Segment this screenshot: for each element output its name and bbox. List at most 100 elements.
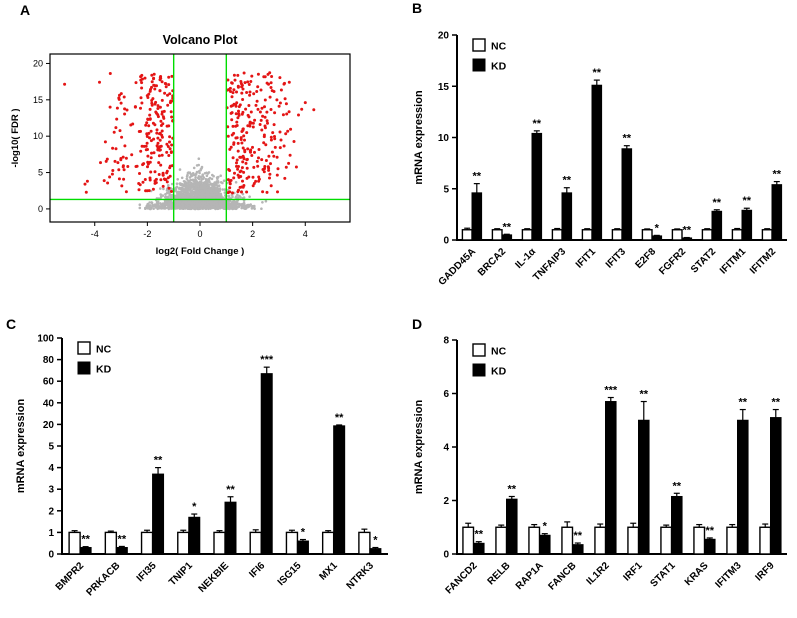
sig-point (122, 177, 126, 181)
sig-point (237, 188, 240, 192)
bar-kd-IFIT3 (621, 148, 633, 241)
ns-point (186, 179, 190, 182)
ns-point (186, 171, 190, 175)
sig-point (139, 96, 143, 100)
ns-point (203, 172, 207, 175)
sig-point (240, 166, 244, 170)
y-tick-label: 15 (33, 95, 43, 105)
ns-point (195, 187, 198, 191)
sig-point (113, 159, 117, 163)
sig-point (147, 131, 151, 135)
legend-label-nc: NC (491, 41, 507, 53)
sig-point (237, 112, 241, 116)
sig-point (263, 124, 267, 128)
sig-point (269, 138, 273, 142)
sig-point (115, 106, 119, 110)
sig-point (235, 136, 239, 140)
sig-point (234, 112, 238, 116)
ns-point (178, 168, 182, 171)
ns-point (186, 184, 190, 188)
sig-point (123, 144, 127, 148)
sig-point (265, 110, 269, 114)
sig-point (263, 98, 267, 102)
y-tick-label: 80 (43, 355, 55, 366)
sig-point (119, 92, 123, 96)
sig-point (231, 191, 234, 195)
ns-point (205, 194, 209, 198)
sig-point (160, 133, 164, 137)
sig-point (170, 143, 174, 147)
sig-point (281, 113, 285, 117)
sig-point (165, 142, 169, 146)
ns-point (198, 202, 202, 206)
significance-label: ** (226, 484, 235, 496)
sig-point (252, 92, 256, 96)
sig-point (236, 167, 240, 171)
ns-point (169, 207, 173, 210)
y-tick-label: 1 (48, 528, 54, 539)
ns-point (181, 206, 184, 209)
y-tick-label: 3 (48, 485, 54, 496)
sig-point (159, 76, 163, 80)
bar-kd-IL1R2 (605, 401, 617, 555)
sig-point (230, 81, 234, 85)
ns-point (215, 195, 218, 198)
sig-point (160, 153, 164, 157)
x-tick-label: 4 (303, 229, 308, 239)
sig-point (231, 124, 235, 128)
panel-d-bar-chart: 0 2 4 6 8 mRNA expression ** FANCD2 ** RELB * RAP1A… (413, 336, 787, 596)
bar-nc-BRCA2 (491, 229, 503, 241)
panel-a: A -4 -2 0 2 4 0 5 10 15 20 Volcano Plot log2( Fold … (0, 0, 400, 310)
ns-point (156, 207, 159, 211)
sig-point (250, 74, 254, 78)
ns-point (159, 187, 162, 190)
sig-point (272, 154, 276, 158)
sig-point (145, 121, 149, 125)
sig-point (267, 166, 271, 170)
category-label: STAT2 (689, 246, 718, 275)
ns-point (203, 205, 206, 209)
sig-point (251, 184, 255, 188)
ns-point (204, 186, 207, 189)
sig-point (251, 145, 254, 149)
category-label: IL-1α (513, 246, 538, 271)
bar-kd-IFI6 (260, 373, 273, 555)
sig-point (230, 95, 234, 99)
category-label: PRKACB (84, 560, 122, 598)
sig-point (168, 166, 172, 170)
ns-point (212, 187, 215, 190)
sig-point (270, 75, 274, 78)
ns-point (216, 177, 219, 180)
ns-point (242, 196, 246, 199)
sig-point (249, 110, 253, 114)
ns-point (175, 185, 179, 189)
ns-point (198, 171, 201, 175)
legend-swatch-nc (472, 343, 486, 357)
ns-point (206, 206, 209, 210)
sig-point (284, 165, 288, 169)
ns-point (181, 187, 184, 190)
sig-point (170, 99, 174, 103)
sig-point (275, 173, 279, 177)
sig-point (166, 176, 170, 180)
sig-point (159, 163, 163, 167)
significance-label: ** (118, 533, 127, 545)
sig-point (149, 139, 153, 143)
sig-point (273, 111, 277, 115)
sig-point (114, 147, 118, 151)
ns-point (191, 183, 194, 187)
sig-point (232, 102, 236, 106)
bar-nc-MX1 (321, 531, 335, 555)
bar-nc-IFI35 (140, 531, 154, 555)
panel-c: C 0 1 2 3 4 5 20 40 60 80 100 mRNA expression ** BMPR… (0, 310, 400, 618)
sig-point (242, 170, 246, 174)
sig-point (165, 180, 169, 184)
y-tick-label: 10 (438, 133, 450, 144)
ns-point (228, 206, 232, 209)
bar-kd-ISG15 (296, 540, 309, 555)
ns-point (243, 207, 247, 210)
bar-kd-MX1 (333, 425, 346, 555)
ns-point (161, 203, 164, 206)
sig-point (229, 90, 232, 93)
sig-point (145, 135, 149, 138)
